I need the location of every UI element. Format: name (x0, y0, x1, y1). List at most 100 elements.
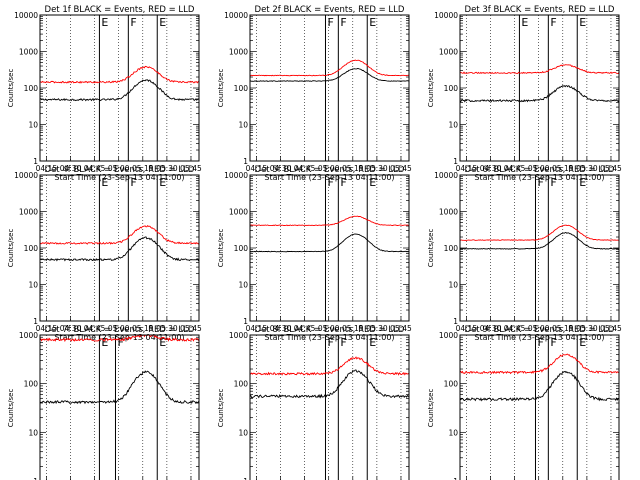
chart-panel-8: Det 8f BLACK = Events, RED = LLD 1 10 100 10… (217, 325, 410, 480)
y-tick-label: 10 (28, 281, 38, 290)
y-tick-label: 1 (453, 477, 458, 480)
marker-label: E (579, 176, 586, 189)
chart-title: Det 9f BLACK = Events, RED = LLD (465, 325, 615, 335)
x-tick-label: 05:00 (318, 164, 340, 173)
x-tick-label: 04:45 (504, 324, 526, 333)
y-tick-label: 10000 (224, 11, 248, 20)
plot-frame (459, 14, 620, 162)
y-tick-label: 10000 (224, 171, 248, 180)
plot-frame (39, 334, 200, 480)
y-tick-label: 10000 (14, 171, 38, 180)
y-axis-label: Counts/sec (427, 229, 435, 268)
y-tick-label: 1000 (229, 208, 248, 217)
y-tick-label: 1000 (439, 331, 458, 340)
lld-series-line (459, 224, 620, 241)
chart-panel-7: Det 7f BLACK = Events, RED = LLD 1 10 100 10… (7, 325, 200, 480)
lld-series-line (249, 356, 410, 376)
y-axis-label: Counts/sec (427, 389, 435, 428)
events-series-line (249, 233, 410, 253)
x-tick-label: 05:30 (366, 324, 388, 333)
x-tick-label: 05:45 (180, 164, 202, 173)
marker-label: F (327, 336, 333, 349)
chart-title: Det 6f BLACK = Events, RED = LLD (465, 165, 615, 175)
x-tick-label: 04:30 (270, 164, 292, 173)
marker-label: F (327, 16, 333, 29)
plot-frame (459, 334, 620, 480)
plot-frame (39, 14, 200, 162)
lld-series-line (249, 215, 410, 227)
x-tick-label: 04:15 (36, 324, 58, 333)
events-series-line (459, 85, 620, 103)
y-tick-label: 100 (24, 380, 39, 389)
marker-label: E (101, 336, 108, 349)
x-tick-label: 05:30 (156, 164, 178, 173)
x-tick-label: 04:30 (480, 324, 502, 333)
x-tick-label: 04:30 (480, 164, 502, 173)
marker-label: E (521, 16, 528, 29)
x-tick-label: 04:15 (36, 164, 58, 173)
x-tick-label: 05:15 (132, 324, 154, 333)
x-axis-label: Start Time (23-Sep-13 04:11:00) (264, 173, 394, 182)
y-tick-label: 1000 (439, 48, 458, 57)
x-tick-label: 05:15 (342, 324, 364, 333)
y-tick-label: 100 (444, 244, 459, 253)
x-tick-label: 05:15 (552, 164, 574, 173)
y-tick-label: 10 (238, 428, 248, 437)
y-tick-label: 1 (243, 157, 248, 166)
y-axis-label: Counts/sec (217, 389, 225, 428)
y-tick-label: 10 (448, 281, 458, 290)
x-axis-label: Start Time (23-Sep-13 04:11:00) (54, 173, 184, 182)
marker-label: F (130, 176, 136, 189)
x-tick-label: 05:30 (576, 164, 598, 173)
marker-label: E (369, 16, 376, 29)
y-tick-label: 1000 (229, 331, 248, 340)
y-tick-label: 10000 (434, 11, 458, 20)
chart-title: Det 2f BLACK = Events, RED = LLD (255, 5, 405, 15)
y-axis-label: Counts/sec (217, 69, 225, 108)
x-tick-label: 05:15 (132, 164, 154, 173)
y-tick-label: 10 (28, 121, 38, 130)
y-tick-label: 10 (28, 428, 38, 437)
marker-label: E (101, 16, 108, 29)
events-series-line (249, 369, 410, 399)
x-tick-label: 05:00 (108, 324, 130, 333)
y-tick-label: 1 (243, 317, 248, 326)
x-tick-label: 04:15 (456, 324, 478, 333)
x-tick-label: 04:45 (294, 324, 316, 333)
marker-label: F (117, 336, 123, 349)
marker-label: E (579, 16, 586, 29)
lld-series-line (40, 65, 200, 84)
y-tick-label: 1 (33, 317, 38, 326)
x-tick-label: 05:00 (318, 324, 340, 333)
plot-frame (459, 174, 620, 322)
x-tick-label: 04:30 (60, 324, 82, 333)
x-tick-label: 04:45 (504, 164, 526, 173)
plot-frame (249, 174, 410, 322)
y-tick-label: 1 (243, 477, 248, 480)
y-axis-label: Counts/sec (7, 69, 15, 108)
marker-label: F (327, 176, 333, 189)
y-tick-label: 1000 (19, 208, 38, 217)
x-tick-label: 05:00 (528, 324, 550, 333)
plot-frame (39, 174, 200, 322)
chart-panel-6: Det 6f BLACK = Events, RED = LLD 1 10 100 10… (427, 165, 622, 342)
chart-title: Det 8f BLACK = Events, RED = LLD (255, 325, 405, 335)
marker-label: F (340, 336, 346, 349)
x-tick-label: 05:15 (552, 324, 574, 333)
chart-panel-2: Det 2f BLACK = Events, RED = LLD 1 10 100 10… (217, 5, 412, 182)
marker-label: E (369, 336, 376, 349)
x-tick-label: 05:45 (390, 164, 412, 173)
x-tick-label: 04:30 (270, 324, 292, 333)
x-tick-label: 04:45 (84, 164, 106, 173)
events-series-line (39, 370, 200, 405)
x-tick-label: 04:30 (60, 164, 82, 173)
x-tick-label: 04:45 (294, 164, 316, 173)
x-axis-label: Start Time (23-Sep-13 04:11:00) (264, 333, 394, 342)
y-tick-label: 1000 (19, 48, 38, 57)
marker-label: F (340, 176, 346, 189)
lld-series-line (249, 59, 410, 77)
y-axis-label: Counts/sec (217, 229, 225, 268)
x-axis-label: Start Time (23-Sep-13 04:11:00) (474, 333, 604, 342)
events-series-line (459, 370, 620, 402)
